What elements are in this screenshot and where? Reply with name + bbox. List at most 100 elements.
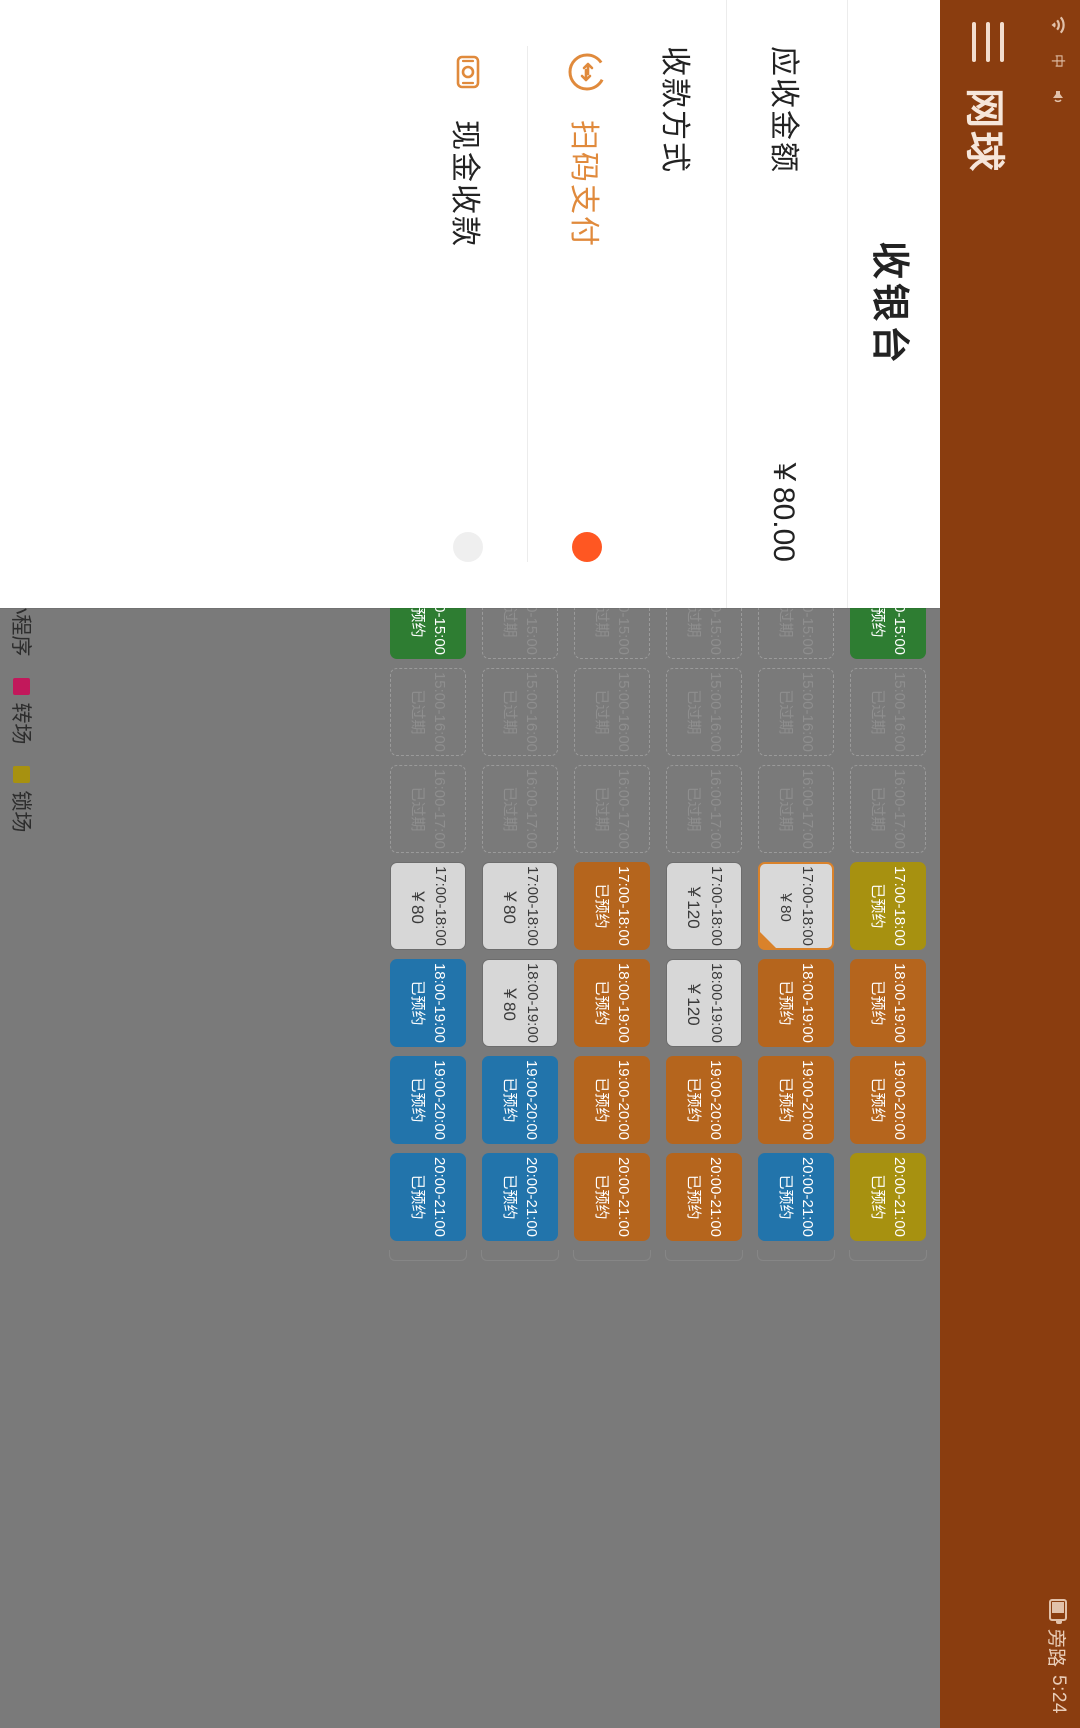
row-end-marker bbox=[573, 1250, 651, 1261]
slot-cell[interactable]: 17:00-18:00 ￥120 bbox=[666, 862, 742, 950]
legend-item-label: 锁场 bbox=[9, 790, 32, 833]
slot-cell[interactable]: 18:00-19:00 已预约 bbox=[574, 959, 650, 1047]
slot-cell[interactable]: 20:00-21:00 已预约 bbox=[390, 1153, 466, 1241]
input-method-icon: 中 bbox=[1047, 50, 1069, 72]
slot-status: 已过期 bbox=[409, 786, 426, 832]
slot-cell[interactable]: 17:00-18:00 ￥80 bbox=[758, 862, 834, 950]
wifi-icon bbox=[1047, 14, 1069, 36]
slot-cell[interactable]: 20:00-21:00 已预约 bbox=[758, 1153, 834, 1241]
slot-cell[interactable]: 18:00-19:00 ￥120 bbox=[666, 959, 742, 1047]
slot-cell[interactable]: 16:00-17:00 已过期 bbox=[574, 765, 650, 853]
slot-time: 20:00-21:00 bbox=[706, 1156, 724, 1238]
slot-status: 已过期 bbox=[593, 786, 610, 832]
legend-item-6: 锁场 bbox=[7, 766, 37, 832]
pay-option-qr[interactable]: 扫码支付 bbox=[528, 46, 646, 562]
slot-time: 17:00-18:00 bbox=[890, 865, 908, 947]
slot-time: 20:00-21:00 bbox=[614, 1156, 632, 1238]
slot-status: 已预约 bbox=[409, 980, 426, 1026]
slot-cell[interactable]: 19:00-20:00 已预约 bbox=[390, 1056, 466, 1144]
slot-status: 已预约 bbox=[685, 1174, 702, 1220]
slot-status: ￥120 bbox=[684, 980, 704, 1026]
slot-time: 16:00-17:00 bbox=[430, 768, 448, 850]
slot-status: 已过期 bbox=[501, 786, 518, 832]
legend-swatch-icon bbox=[13, 766, 31, 784]
slot-time: 19:00-20:00 bbox=[614, 1059, 632, 1141]
slot-status: 已过期 bbox=[685, 689, 702, 735]
slot-cell[interactable]: 16:00-17:00 已过期 bbox=[666, 765, 742, 853]
slot-time: 15:00-16:00 bbox=[706, 671, 724, 753]
slot-status: 已过期 bbox=[777, 786, 794, 832]
slot-cell[interactable]: 20:00-21:00 已预约 bbox=[574, 1153, 650, 1241]
slot-cell[interactable]: 15:00-16:00 已过期 bbox=[666, 668, 742, 756]
row-end-marker bbox=[481, 1250, 559, 1261]
slot-status: 已预约 bbox=[777, 980, 794, 1026]
slot-status: 已预约 bbox=[593, 980, 610, 1026]
slot-status: 已预约 bbox=[869, 1174, 886, 1220]
slot-cell[interactable]: 18:00-19:00 已预约 bbox=[758, 959, 834, 1047]
slot-cell[interactable]: 18:00-19:00 ￥80 bbox=[482, 959, 558, 1047]
slot-cell[interactable]: 16:00-17:00 已过期 bbox=[758, 765, 834, 853]
slot-cell[interactable]: 19:00-20:00 已预约 bbox=[482, 1056, 558, 1144]
slot-status: 已预约 bbox=[869, 980, 886, 1026]
hamburger-menu-icon[interactable] bbox=[972, 22, 1004, 62]
pay-option-cash[interactable]: 现金收款 bbox=[409, 46, 527, 562]
slot-status: 已过期 bbox=[777, 689, 794, 735]
slot-cell[interactable]: 19:00-20:00 已预约 bbox=[666, 1056, 742, 1144]
slot-status: ￥80 bbox=[500, 985, 520, 1021]
qr-scan-pay-icon bbox=[561, 46, 613, 98]
slot-cell[interactable]: 16:00-17:00 已过期 bbox=[482, 765, 558, 853]
slot-status: 已过期 bbox=[593, 689, 610, 735]
slot-cell[interactable]: 15:00-16:00 已过期 bbox=[574, 668, 650, 756]
slot-cell[interactable]: 18:00-19:00 已预约 bbox=[850, 959, 926, 1047]
slot-status: 已预约 bbox=[409, 1174, 426, 1220]
slot-status: 已预约 bbox=[501, 1077, 518, 1123]
slot-time: 16:00-17:00 bbox=[890, 768, 908, 850]
slot-cell[interactable]: 15:00-16:00 已过期 bbox=[482, 668, 558, 756]
row-end-marker bbox=[389, 1250, 467, 1261]
pay-option-qr-radio[interactable] bbox=[572, 532, 602, 562]
slot-time: 19:00-20:00 bbox=[706, 1059, 724, 1141]
legend-item-label: 转场 bbox=[9, 702, 32, 745]
slot-time: 15:00-16:00 bbox=[890, 671, 908, 753]
slot-cell[interactable]: 16:00-17:00 已过期 bbox=[390, 765, 466, 853]
slot-cell[interactable]: 19:00-20:00 已预约 bbox=[758, 1056, 834, 1144]
slot-cell[interactable]: 15:00-16:00 已过期 bbox=[758, 668, 834, 756]
slot-status: ￥120 bbox=[684, 883, 704, 929]
slot-cell[interactable]: 17:00-18:00 已预约 bbox=[850, 862, 926, 950]
main-content: 1号场9:00-10:00已预约10:00-11:00已预约11:00-12:0… bbox=[0, 0, 940, 1728]
slot-cell[interactable]: 15:00-16:00 已过期 bbox=[390, 668, 466, 756]
slot-cell[interactable]: 17:00-18:00 ￥80 bbox=[482, 862, 558, 950]
amount-label: 应收金额 bbox=[767, 46, 800, 174]
slot-time: 18:00-19:00 bbox=[614, 962, 632, 1044]
slot-cell[interactable]: 20:00-21:00 已预约 bbox=[482, 1153, 558, 1241]
slot-cell[interactable]: 19:00-20:00 已预约 bbox=[850, 1056, 926, 1144]
slot-status: 已过期 bbox=[869, 689, 886, 735]
slot-status: 已预约 bbox=[593, 883, 610, 929]
slot-cell[interactable]: 17:00-18:00 已预约 bbox=[574, 862, 650, 950]
volume-icon bbox=[1047, 86, 1069, 108]
slot-time: 18:00-19:00 bbox=[890, 962, 908, 1044]
slot-status: 已过期 bbox=[869, 786, 886, 832]
slot-cell[interactable]: 20:00-21:00 已预约 bbox=[850, 1153, 926, 1241]
legend-swatch-icon bbox=[13, 678, 31, 696]
slot-time: 17:00-18:00 bbox=[524, 865, 542, 947]
slot-time: 15:00-16:00 bbox=[430, 671, 448, 753]
slot-time: 17:00-18:00 bbox=[798, 865, 816, 947]
slot-cell[interactable]: 18:00-19:00 已预约 bbox=[390, 959, 466, 1047]
slot-time: 18:00-19:00 bbox=[524, 962, 542, 1044]
pay-option-cash-radio[interactable] bbox=[453, 532, 483, 562]
slot-cell[interactable]: 15:00-16:00 已过期 bbox=[850, 668, 926, 756]
slot-cell[interactable]: 20:00-21:00 已预约 bbox=[666, 1153, 742, 1241]
slot-cell[interactable]: 17:00-18:00 ￥80 bbox=[390, 862, 466, 950]
slot-time: 19:00-20:00 bbox=[430, 1059, 448, 1141]
slot-time: 20:00-21:00 bbox=[522, 1156, 540, 1238]
slot-time: 16:00-17:00 bbox=[706, 768, 724, 850]
slot-status: ￥80 bbox=[500, 888, 520, 924]
slot-status: 已预约 bbox=[869, 1077, 886, 1123]
slot-time: 17:00-18:00 bbox=[432, 865, 450, 947]
slot-status: 已预约 bbox=[685, 1077, 702, 1123]
pay-option-cash-label: 现金收款 bbox=[448, 120, 481, 248]
slot-cell[interactable]: 16:00-17:00 已过期 bbox=[850, 765, 926, 853]
slot-cell[interactable]: 19:00-20:00 已预约 bbox=[574, 1056, 650, 1144]
